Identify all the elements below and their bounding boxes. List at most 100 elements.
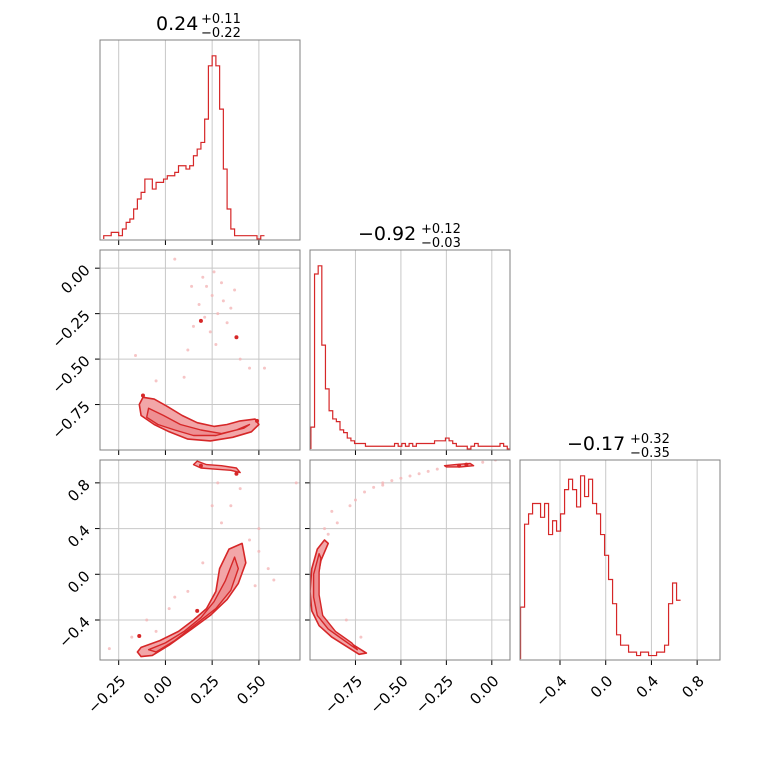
density-panel-0-1-sample-16	[262, 366, 266, 370]
xtick-label-p1-1: −0.50	[366, 672, 411, 717]
hist-panel-0-bin-16	[164, 179, 168, 239]
density-panel-0-1-sample-21	[182, 375, 186, 379]
hist-panel-2-bin-4	[537, 503, 541, 659]
xtick-label-p0-1: 0.00	[140, 672, 176, 708]
density-panel-1-2-sample-11	[353, 498, 357, 502]
density-panel-0-1-sample-11	[186, 348, 190, 352]
density-panel-1-2-sample-0	[335, 521, 339, 525]
density-panel-1-2-sample-12	[372, 485, 376, 489]
density-panel-0-1-sample-20	[154, 379, 158, 383]
density-panel-0-1-sample-2	[210, 293, 214, 297]
hist-panel-0-bin-26	[201, 142, 205, 239]
xtick-label-p1-3: 0.00	[466, 672, 502, 708]
density-panel-1-2-island-0	[457, 463, 462, 468]
density-panel-1-2-sample-17	[359, 635, 363, 639]
hist-panel-0-bg	[100, 40, 300, 240]
xtick-label-p2-2: 0.4	[633, 672, 663, 702]
density-panel-0-2-sample-4	[248, 538, 252, 542]
density-panel-0-1-sample-5	[219, 281, 223, 285]
hist-panel-1-bin-31	[424, 444, 428, 449]
density-panel-1-2-sample-4	[399, 476, 403, 480]
density-panel-1-2-sample-6	[435, 467, 439, 471]
hist-panel-1-bin-12	[355, 444, 359, 449]
hist-panel-1-bg	[310, 250, 510, 450]
xtick-label-p0-3: 0.50	[233, 672, 269, 708]
density-panel-0-2-sample-2	[173, 595, 177, 599]
density-panel-1-2-island-1	[464, 462, 469, 467]
density-panel-0-2-sample-11	[154, 629, 158, 633]
density-panel-0-2-sample-15	[257, 527, 261, 531]
hist-panel-2-bin-18	[593, 503, 597, 659]
density-panel-0-2	[95, 459, 301, 665]
hist-panel-0-bin-24	[193, 156, 197, 239]
hist-panel-1-bin-32	[427, 444, 431, 449]
density-panel-0-1-sample-14	[248, 366, 252, 370]
density-panel-0-2-contour-inner	[147, 556, 239, 653]
ytick-label-p1-2: −0.25	[48, 307, 93, 352]
hist-panel-2-bin-39	[677, 600, 681, 659]
density-panel-1-2-sample-2	[363, 490, 367, 494]
hist-panel-1-bin-35	[438, 441, 442, 449]
density-panel-0-1-sample-4	[216, 312, 220, 316]
density-panel-1-2-bg	[310, 460, 510, 660]
hist-panel-1-bin-30	[420, 444, 424, 449]
parameter-titles: 0.24 +0.11 −0.22 −0.92 +0.12 −0.03 −0.17…	[156, 12, 670, 461]
density-panel-0-2-contour-outer	[136, 542, 247, 658]
hist-panel-1-frame	[309, 249, 511, 451]
density-panel-0-1-sample-3	[197, 303, 201, 307]
ytick-label-p2-0: −0.4	[55, 613, 93, 651]
density-panel-1-2-sample-5	[417, 472, 421, 476]
density-panel-0-1-contour-inner	[146, 407, 251, 437]
hist-panel-1-bin-36	[442, 441, 446, 449]
density-panel-0-2-sample-0	[130, 635, 134, 639]
density-panel-1-2-sample-13	[390, 479, 394, 483]
density-panel-0-1-frame	[99, 249, 301, 451]
density-panel-0-2-sample-1	[145, 618, 149, 622]
density-panel-0-1-sample-8	[208, 330, 212, 334]
density-panel-0-2-sample-17	[294, 481, 298, 485]
density-panel-0-2-sample-7	[219, 521, 223, 525]
density-panel-0-1-sample-19	[203, 315, 207, 319]
density-panel-0-1-sample-0	[201, 275, 205, 279]
density-panel-0-1-sample-10	[229, 306, 233, 310]
hist-panel-0-bin-20	[179, 166, 183, 239]
hist-panel-0-bin-15	[160, 182, 164, 239]
hist-panel-2-bin-7	[549, 535, 553, 659]
density-panel-1-2-sample-9	[323, 527, 327, 531]
density-panel-0-2-contour-band	[192, 460, 241, 474]
density-panel-0-2-sample-9	[253, 584, 257, 588]
density-panel-0-1-sample-7	[191, 324, 195, 328]
density-panel-0-1-sample-13	[173, 257, 177, 261]
density-panel-0-2-island-1	[195, 608, 200, 613]
density-panel-0-2-sample-18	[107, 647, 111, 651]
ytick-label-p1-3: 0.00	[57, 261, 93, 297]
density-panel-0-1-island-3	[140, 393, 145, 398]
hist-panel-2-step	[520, 475, 681, 659]
hist-panel-1	[309, 249, 511, 455]
hist-panel-2-bin-5	[541, 517, 545, 659]
hist-panel-0	[99, 39, 301, 245]
ytick-label-p2-3: 0.8	[64, 476, 94, 506]
ytick-label-p2-1: 0.0	[64, 567, 94, 597]
hist-panel-0-bin-18	[171, 176, 175, 239]
title-2-main: −0.17	[567, 433, 625, 455]
hist-panel-2-bin-19	[597, 514, 601, 659]
hist-panel-0-bin-13	[152, 189, 156, 239]
title-2-minus: −0.35	[630, 446, 670, 461]
density-panel-1-2-sample-1	[348, 504, 352, 508]
density-panel-1-2-frame	[309, 459, 511, 661]
density-panel-0-2-sample-10	[167, 607, 171, 611]
density-panel-0-1-sample-18	[221, 299, 225, 303]
density-panel-0-1-sample-1	[205, 284, 209, 288]
hist-panel-2-bin-25	[621, 645, 625, 659]
hist-panel-2-bin-13	[573, 490, 577, 659]
xtick-label-p0-0: −0.25	[84, 672, 129, 717]
density-panel-1-2-sample-3	[381, 481, 385, 485]
density-panel-0-1-sample-23	[190, 284, 194, 288]
xtick-label-p1-2: −0.25	[412, 672, 457, 717]
hist-panel-0-bin-22	[186, 169, 190, 239]
xtick-label-p2-0: −0.4	[532, 672, 570, 710]
density-panel-1-2-sample-16	[344, 618, 348, 622]
title-1-plus: +0.12	[421, 222, 461, 237]
